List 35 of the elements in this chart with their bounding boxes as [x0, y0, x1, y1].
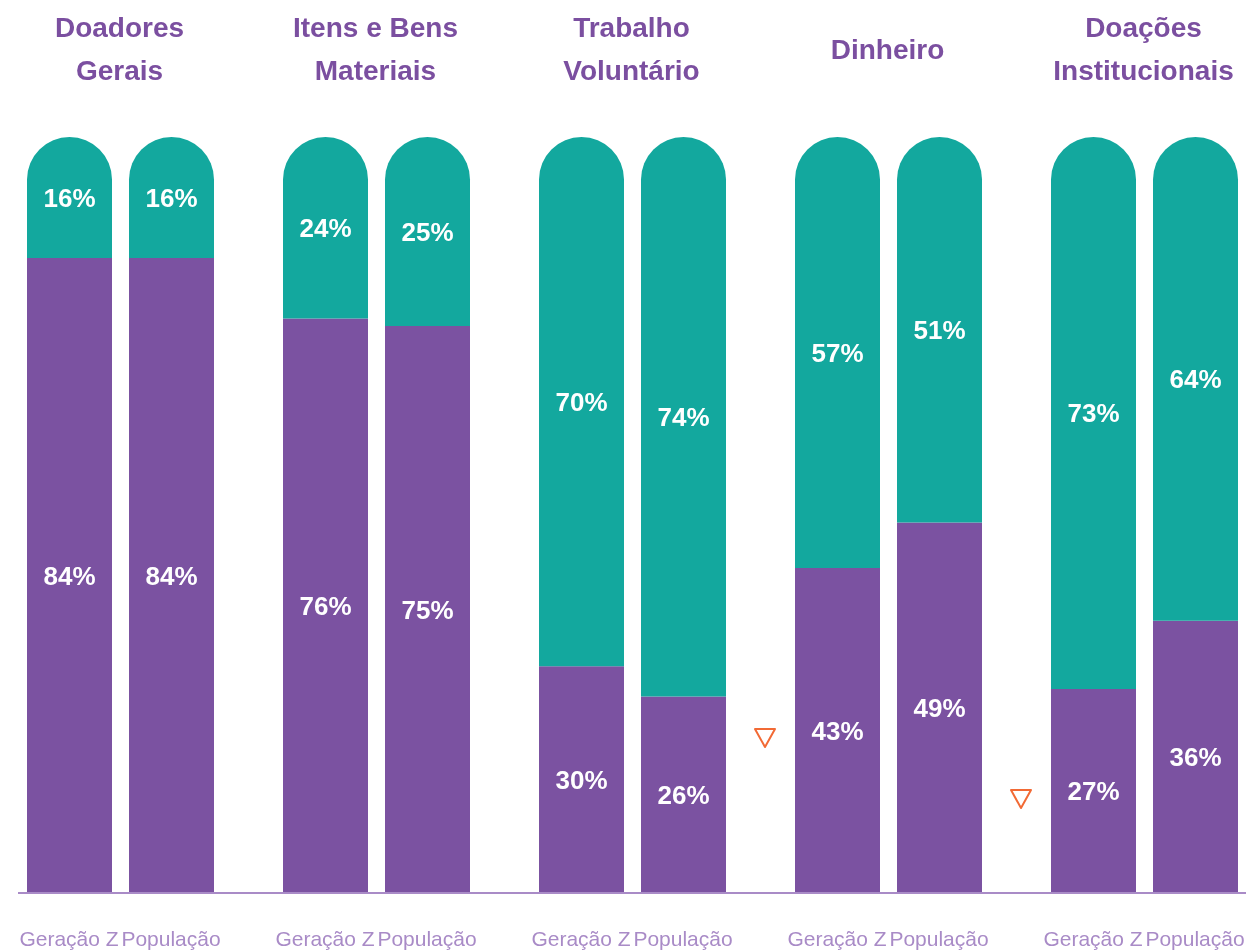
- data-label: 43%: [810, 715, 864, 746]
- chart-title: Itens e Bens Materiais: [292, 11, 459, 88]
- data-label: 25%: [400, 216, 454, 247]
- x-tick-label: População: [888, 926, 989, 950]
- chart-title: Doações Institucionais: [1052, 11, 1235, 88]
- x-tick-label: Geração Z: [530, 926, 631, 950]
- chart-title: Dinheiro: [830, 32, 945, 67]
- x-tick-label: Geração Z: [18, 926, 119, 950]
- data-label: 57%: [810, 337, 864, 368]
- data-label: 51%: [912, 315, 966, 346]
- x-tick-label: População: [120, 926, 221, 950]
- x-tick-label: População: [632, 926, 733, 950]
- chart-title: Trabalho Voluntário: [562, 11, 701, 88]
- data-label: 76%: [298, 590, 352, 621]
- data-label: 74%: [656, 401, 710, 432]
- data-label: 16%: [144, 182, 198, 213]
- data-label: 64%: [1168, 364, 1222, 395]
- x-tick-label: Geração Z: [1042, 926, 1143, 950]
- chart-title: Doadores Gerais: [53, 11, 186, 88]
- data-label: 24%: [298, 212, 352, 243]
- data-label: 70%: [554, 386, 608, 417]
- data-label: 36%: [1168, 742, 1222, 773]
- x-tick-label: População: [376, 926, 477, 950]
- data-label: 49%: [912, 693, 966, 724]
- data-label: 84%: [144, 560, 198, 591]
- data-label: 30%: [554, 764, 608, 795]
- data-label: 73%: [1066, 398, 1120, 429]
- data-label: 84%: [42, 560, 96, 591]
- x-tick-label: População: [1144, 926, 1245, 950]
- data-label: 75%: [400, 594, 454, 625]
- x-tick-label: Geração Z: [274, 926, 375, 950]
- x-tick-label: Geração Z: [786, 926, 887, 950]
- data-label: 16%: [42, 182, 96, 213]
- data-label: 26%: [656, 779, 710, 810]
- data-label: 27%: [1066, 776, 1120, 807]
